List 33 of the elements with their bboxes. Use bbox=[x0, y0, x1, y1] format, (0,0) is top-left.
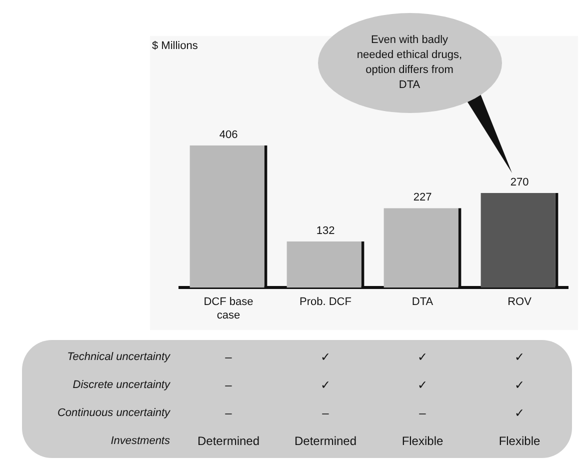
y-axis-title: $ Millions bbox=[152, 40, 198, 52]
text: – bbox=[419, 406, 426, 420]
text: – bbox=[225, 378, 232, 392]
text: Flexible bbox=[498, 434, 540, 448]
bar bbox=[190, 145, 264, 288]
text: – bbox=[225, 406, 232, 420]
text: – bbox=[322, 406, 329, 420]
bar bbox=[384, 208, 458, 288]
text: ✓ bbox=[418, 378, 428, 392]
data-label: 132 bbox=[316, 224, 335, 237]
x-tick-label: DTA bbox=[412, 296, 434, 308]
text: Determined bbox=[197, 434, 260, 448]
data-label: 270 bbox=[510, 176, 529, 189]
category-label: Continuous uncertainty bbox=[57, 407, 170, 419]
text: ✓ bbox=[514, 406, 524, 420]
x-tick-label: DCF base case bbox=[204, 296, 254, 322]
text: – bbox=[225, 350, 232, 364]
x-tick-label: ROV bbox=[508, 296, 532, 308]
bar bbox=[286, 241, 362, 288]
text: ✓ bbox=[418, 350, 428, 364]
text: Flexible bbox=[402, 434, 444, 448]
text: Determined bbox=[294, 434, 357, 448]
category-label: Investments bbox=[110, 435, 170, 447]
category-label: Technical uncertainty bbox=[67, 351, 170, 363]
text: ✓ bbox=[514, 350, 524, 364]
bar bbox=[480, 193, 556, 288]
text: ✓ bbox=[320, 350, 330, 364]
x-tick-label: Prob. DCF bbox=[300, 296, 352, 308]
text: ✓ bbox=[514, 378, 524, 392]
category-label: Discrete uncertainty bbox=[72, 379, 170, 391]
text: ✓ bbox=[320, 378, 330, 392]
data-label: 406 bbox=[219, 128, 238, 141]
data-label: 227 bbox=[413, 192, 432, 204]
